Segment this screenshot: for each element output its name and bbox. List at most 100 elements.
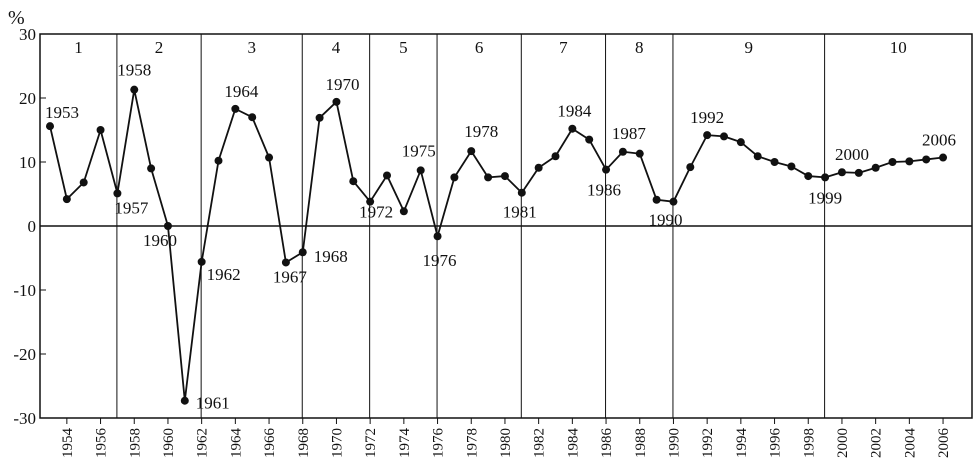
year-annotation: 1972 (359, 203, 393, 222)
period-label: 8 (635, 38, 644, 57)
data-point (500, 172, 509, 181)
x-tick-label: 1958 (127, 428, 143, 458)
data-point (79, 178, 88, 187)
data-point (265, 153, 274, 162)
data-point (163, 222, 172, 230)
data-point (433, 232, 442, 241)
data-point (147, 164, 156, 173)
period-label: 6 (475, 38, 484, 57)
period-label: 9 (745, 38, 754, 57)
x-tick-label: 1984 (565, 428, 581, 459)
y-tick-label: 30 (19, 25, 36, 44)
year-annotation: 1981 (503, 203, 537, 222)
year-annotation: 1967 (273, 267, 308, 286)
y-tick-label: -30 (13, 409, 36, 428)
data-point (669, 197, 678, 206)
x-tick-label: 1992 (700, 428, 716, 458)
data-point (332, 97, 341, 106)
year-annotation: 2006 (922, 131, 956, 150)
x-tick-label: 1964 (228, 428, 244, 459)
data-point (366, 197, 375, 206)
data-point (399, 207, 408, 216)
period-label: 4 (332, 38, 341, 57)
x-tick-label: 1978 (464, 428, 480, 458)
year-annotation: 1976 (423, 251, 457, 270)
period-label: 10 (890, 38, 907, 57)
data-point (281, 258, 290, 267)
data-point (787, 162, 796, 171)
data-point (854, 168, 863, 177)
x-tick-label: 1998 (801, 428, 817, 458)
data-point (298, 248, 307, 257)
data-point (652, 195, 661, 204)
data-point (736, 138, 745, 147)
data-point (770, 158, 779, 166)
year-annotation: 1958 (117, 61, 151, 80)
data-point (720, 132, 728, 141)
data-point (197, 257, 206, 266)
data-point (96, 126, 105, 134)
x-tick-label: 2004 (902, 428, 918, 459)
year-annotation: 1990 (648, 211, 682, 230)
data-point (248, 113, 257, 122)
x-tick-label: 1982 (532, 428, 548, 458)
data-point (113, 189, 122, 198)
y-tick-label: -20 (13, 345, 36, 364)
year-annotation: 1964 (224, 82, 259, 101)
x-tick-label: 1988 (633, 428, 649, 458)
year-annotation: 1960 (143, 231, 177, 250)
data-point (349, 177, 358, 186)
data-point (939, 153, 948, 162)
data-point (551, 152, 560, 161)
data-point (450, 173, 459, 182)
data-point (686, 163, 695, 172)
period-label: 1 (74, 38, 83, 57)
y-tick-label: 10 (19, 153, 36, 172)
data-point (888, 158, 897, 166)
year-annotation: 1978 (464, 122, 498, 141)
x-tick-label: 1986 (599, 428, 615, 459)
year-annotation: 1968 (314, 247, 348, 266)
data-point (585, 135, 594, 144)
x-tick-label: 1956 (94, 428, 110, 459)
year-annotation: 1962 (207, 265, 241, 284)
period-label: 5 (399, 38, 408, 57)
data-point (383, 171, 391, 180)
data-point (905, 157, 914, 166)
data-point (517, 188, 526, 197)
data-point (922, 155, 931, 164)
y-tick-label: 20 (19, 89, 36, 108)
period-label: 7 (559, 38, 568, 57)
year-annotation: 1992 (690, 108, 724, 127)
x-tick-label: 1972 (363, 428, 379, 458)
data-point (214, 156, 223, 165)
data-point (635, 149, 644, 158)
data-point (618, 147, 627, 156)
year-annotation: 2000 (835, 145, 869, 164)
year-annotation: 1957 (114, 198, 149, 217)
x-tick-label: 2000 (835, 428, 851, 458)
x-tick-label: 2006 (936, 428, 952, 459)
data-point (821, 173, 830, 182)
data-point (837, 168, 846, 177)
year-annotation: 1999 (808, 188, 842, 207)
data-point (568, 124, 577, 133)
data-point (416, 166, 425, 175)
x-tick-label: 1954 (60, 428, 76, 459)
x-tick-label: 1976 (431, 428, 447, 459)
data-point (804, 172, 813, 181)
y-unit-label: % (8, 7, 25, 29)
data-point (871, 163, 880, 172)
year-annotation: 1975 (402, 141, 436, 160)
x-tick-label: 2002 (869, 428, 885, 458)
year-annotation: 1953 (45, 103, 79, 122)
data-point (602, 165, 611, 174)
year-annotation: 1986 (587, 181, 621, 200)
data-point (180, 396, 189, 405)
x-tick-label: 1962 (195, 428, 211, 458)
period-label: 3 (247, 38, 256, 57)
year-annotation: 1961 (196, 394, 230, 413)
data-point (62, 195, 71, 204)
data-point (46, 122, 54, 131)
